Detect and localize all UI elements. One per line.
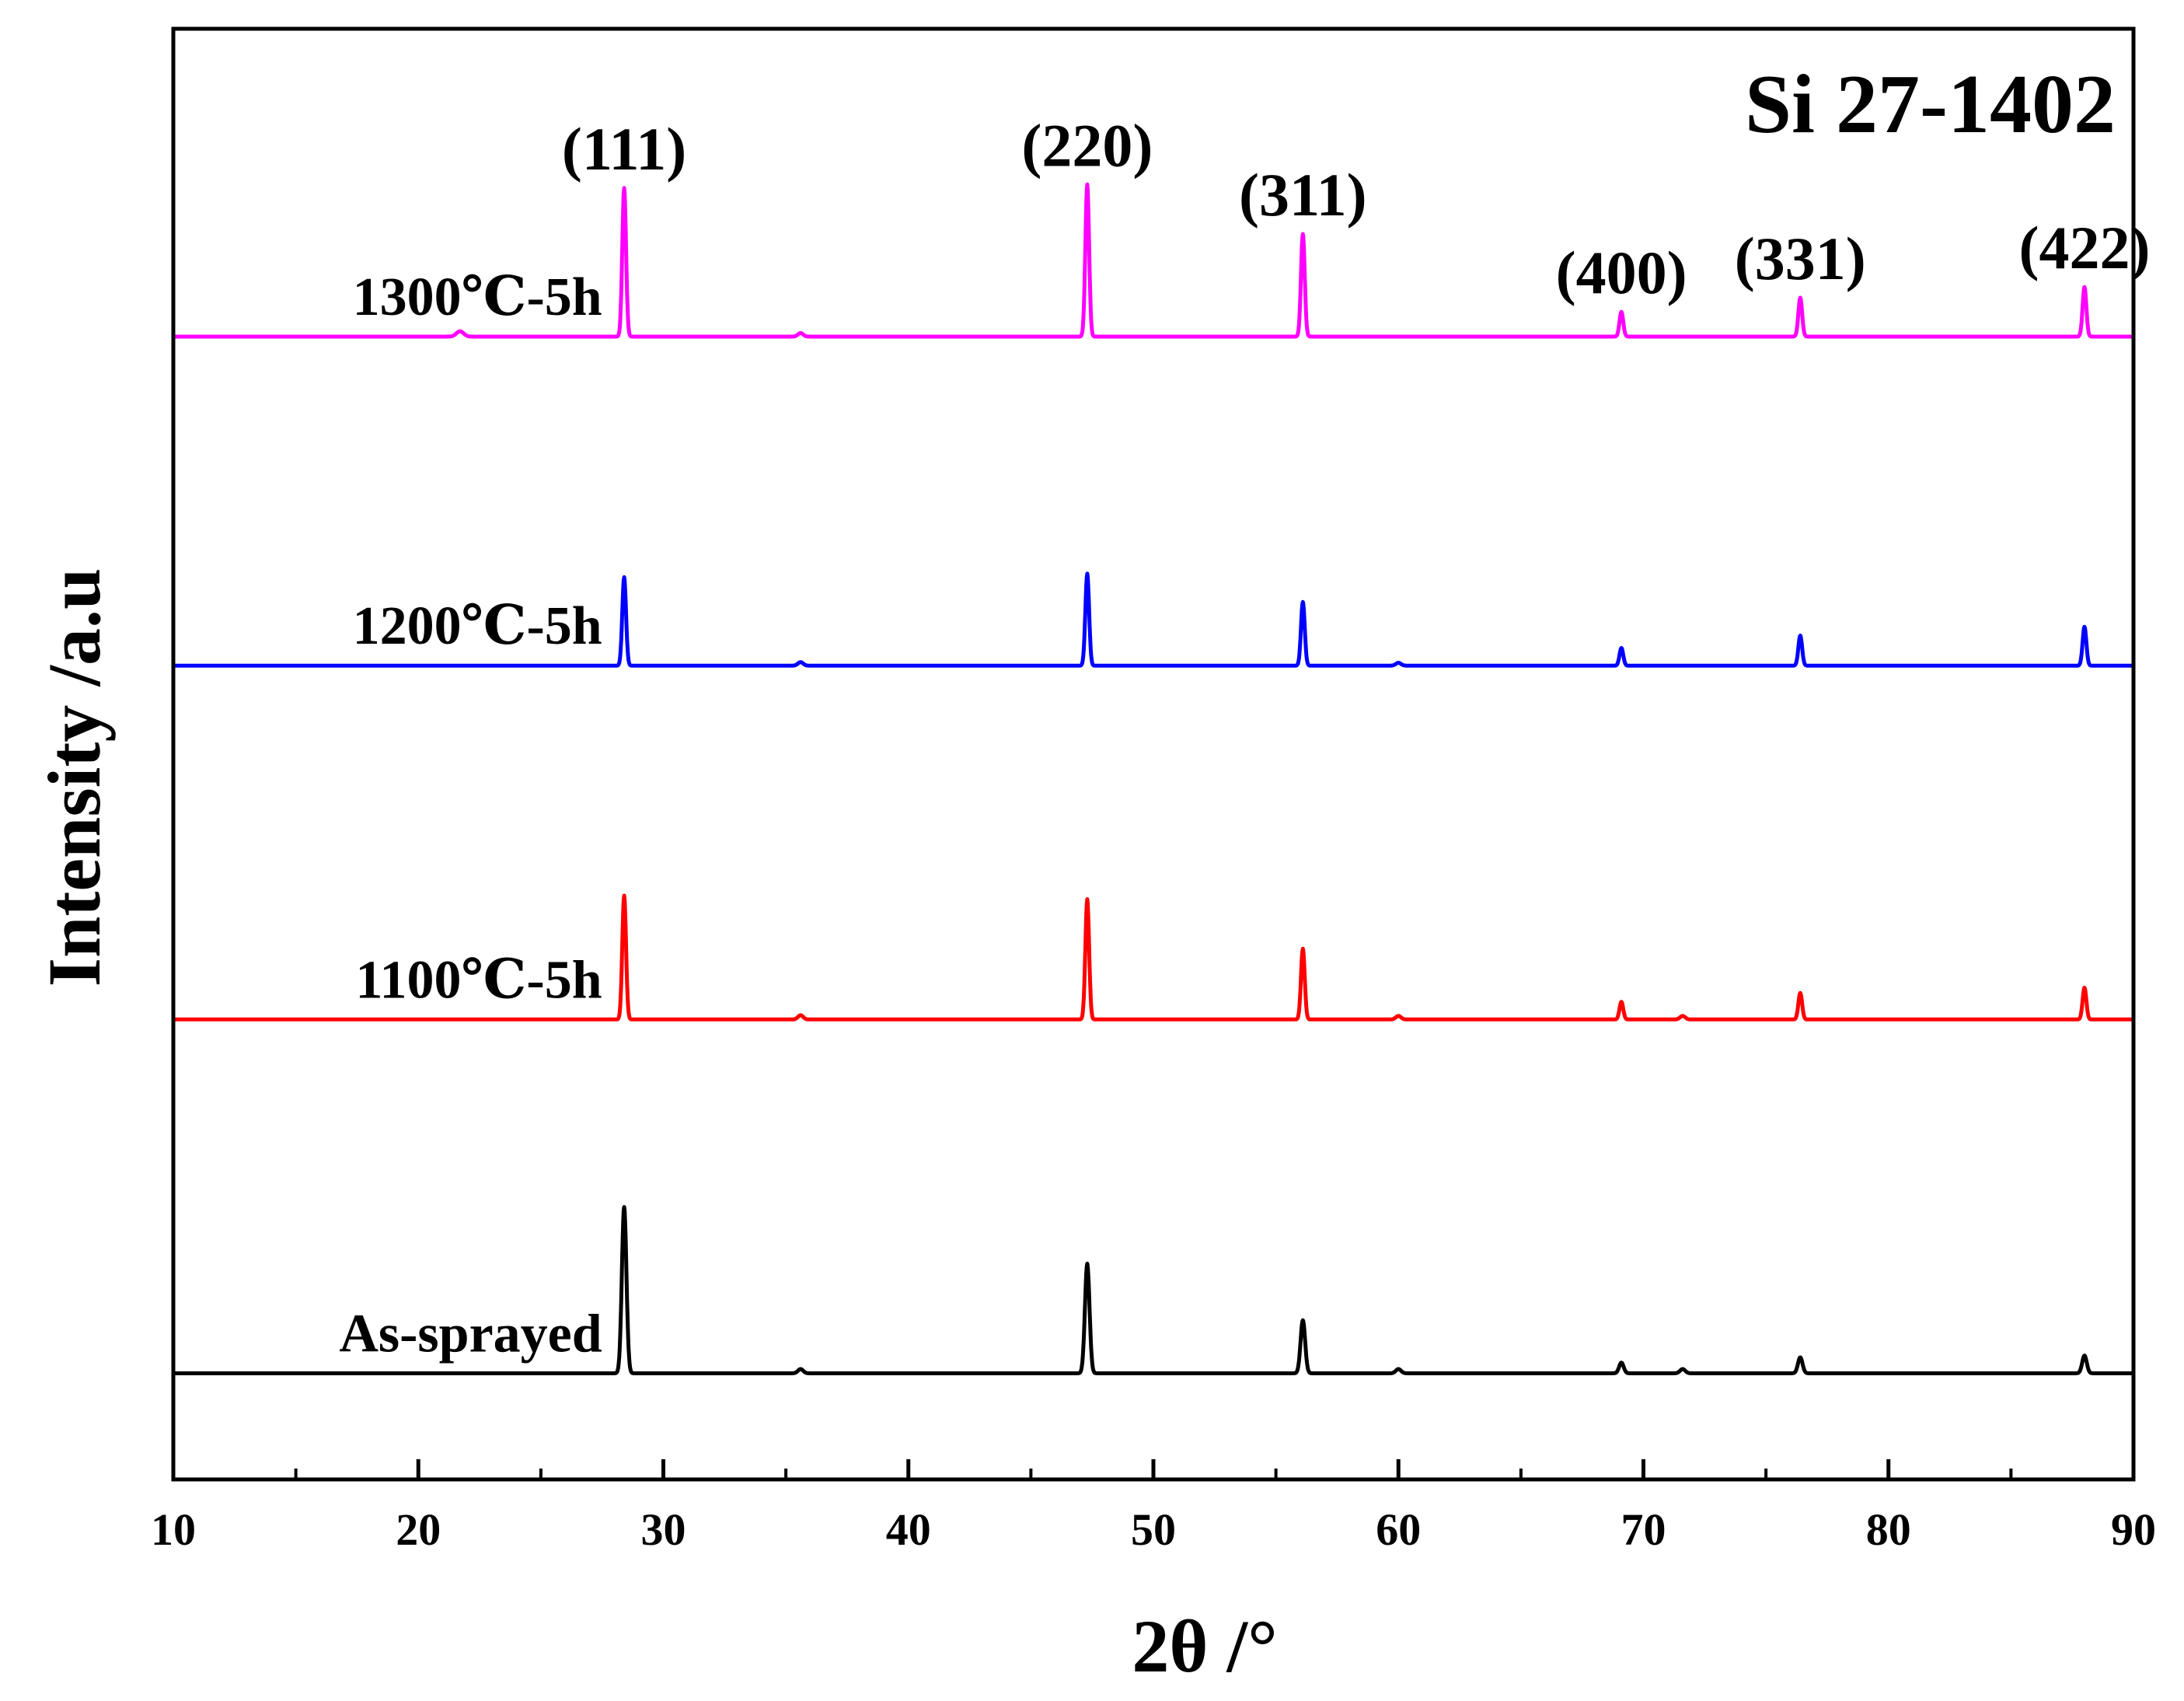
hkl-label: (331): [1735, 225, 1866, 292]
x-tick-label: 20: [396, 1504, 441, 1555]
x-tick-label: 90: [2111, 1504, 2156, 1555]
plot-frame: [171, 26, 2136, 1482]
x-tick-label: 50: [1131, 1504, 1176, 1555]
reference-label: Si 27-1402: [1745, 58, 2116, 151]
x-tick-label: 60: [1376, 1504, 1421, 1555]
series-label: 1100℃-5h: [355, 950, 602, 1010]
hkl-label: (400): [1556, 239, 1687, 306]
x-tick-label: 30: [641, 1504, 686, 1555]
series-line-0: [172, 1205, 2135, 1375]
hkl-label: (311): [1239, 161, 1367, 229]
x-tick-label: 80: [1866, 1504, 1911, 1555]
series-line-2: [172, 571, 2135, 668]
y-axis-title: Intensity /a.u: [33, 568, 116, 987]
hkl-label: (220): [1021, 111, 1153, 179]
series-label: As-sprayed: [339, 1304, 602, 1364]
hkl-label: (422): [2018, 214, 2150, 281]
series-label: 1200℃-5h: [353, 596, 602, 656]
series-label: 1300℃-5h: [353, 267, 602, 327]
axis-layer: 10 20 30 40 50 60 70 80 90: [151, 1459, 2156, 1555]
x-axis-title: 2θ /°: [1132, 1605, 1277, 1688]
x-tick-label: 40: [886, 1504, 931, 1555]
x-tick-label: 10: [151, 1504, 196, 1555]
x-tick-label: 70: [1621, 1504, 1666, 1555]
series-line-3: [172, 182, 2135, 339]
series-line-1: [172, 893, 2135, 1022]
hkl-label: (111): [562, 115, 686, 183]
series-layer: [172, 182, 2135, 1375]
label-layer: As-sprayed 1100℃-5h 1200℃-5h 1300℃-5h (111) (…: [339, 111, 2150, 1364]
